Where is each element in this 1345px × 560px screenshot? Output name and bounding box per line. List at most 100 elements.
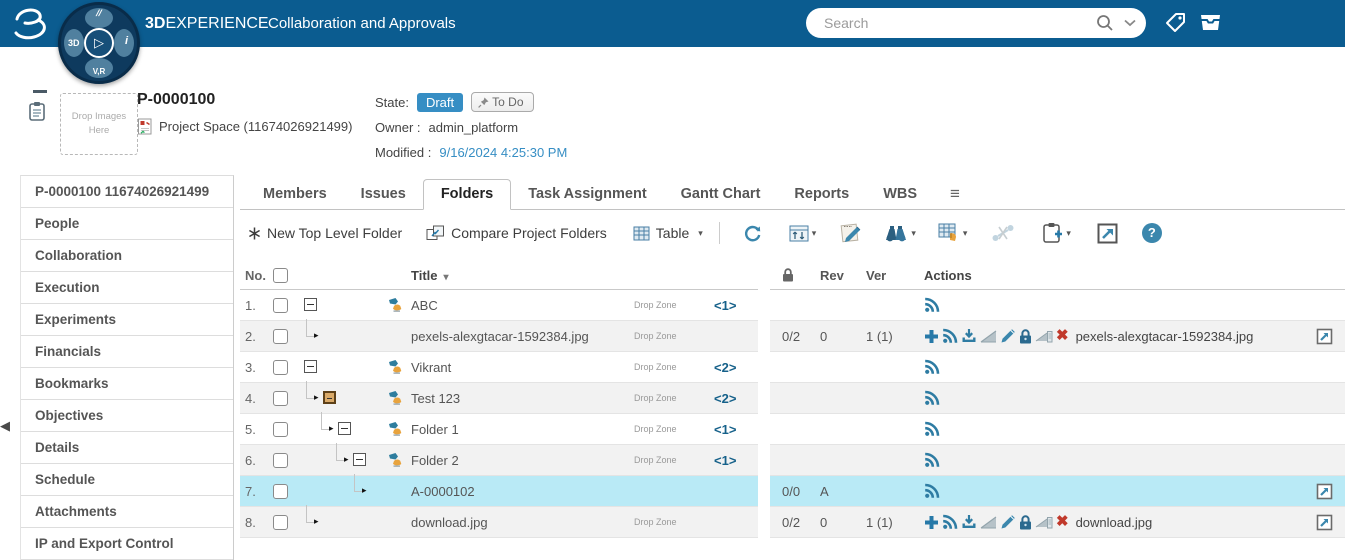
sidebar-item-schedule[interactable]: Schedule bbox=[21, 464, 233, 496]
sidebar-collapse-arrow-icon[interactable]: ◀ bbox=[0, 418, 10, 433]
open-content-icon[interactable] bbox=[1316, 483, 1333, 500]
table-row-details[interactable]: ✖ bbox=[770, 414, 1345, 445]
subscribe-rss-icon[interactable] bbox=[942, 514, 958, 530]
compare-project-folders-button[interactable]: Compare Project Folders bbox=[426, 225, 607, 241]
collapse-node-icon[interactable] bbox=[323, 391, 336, 404]
column-preferences-button[interactable]: ▾ bbox=[938, 223, 967, 243]
tab-members[interactable]: Members bbox=[263, 186, 327, 202]
sidebar-item-attachments[interactable]: Attachments bbox=[21, 496, 233, 528]
tab-gantt-chart[interactable]: Gantt Chart bbox=[680, 186, 761, 202]
table-row[interactable]: 3. Vikrant Drop Zone <2> bbox=[240, 352, 758, 383]
row-height-button[interactable]: ▾ bbox=[789, 225, 816, 242]
row-checkbox[interactable] bbox=[273, 515, 288, 531]
drop-zone-label[interactable]: Drop Zone bbox=[634, 393, 677, 403]
subscribe-rss-icon[interactable] bbox=[924, 390, 940, 406]
row-title[interactable]: Vikrant bbox=[411, 359, 452, 375]
tab-task-assignment[interactable]: Task Assignment bbox=[528, 186, 647, 202]
table-row[interactable]: 7. ▸ A-0000102 bbox=[240, 474, 758, 507]
find-button[interactable]: ▾ bbox=[884, 225, 916, 242]
row-title[interactable]: pexels-alexgtacar-1592384.jpg bbox=[411, 328, 589, 344]
table-row-details[interactable]: ✖ bbox=[770, 352, 1345, 383]
search-icon[interactable] bbox=[1096, 14, 1114, 32]
clipboard-icon[interactable] bbox=[28, 101, 52, 121]
select-all-checkbox[interactable] bbox=[273, 268, 288, 284]
drop-zone-label[interactable]: Drop Zone bbox=[634, 362, 677, 372]
sidebar-item-collaboration[interactable]: Collaboration bbox=[21, 240, 233, 272]
table-row-details[interactable]: ✖ bbox=[770, 383, 1345, 414]
download-icon[interactable] bbox=[961, 328, 977, 344]
sidebar-item-objectives[interactable]: Objectives bbox=[21, 400, 233, 432]
new-top-level-folder-button[interactable]: New Top Level Folder bbox=[248, 225, 402, 241]
sidebar-item-ip-and-export-control[interactable]: IP and Export Control bbox=[21, 528, 233, 560]
collapse-node-icon[interactable] bbox=[304, 360, 317, 373]
row-title[interactable]: Folder 2 bbox=[411, 452, 459, 468]
tab-overflow-menu-icon[interactable]: ≡ bbox=[950, 184, 960, 203]
row-checkbox[interactable] bbox=[273, 360, 288, 376]
row-checkbox[interactable] bbox=[273, 329, 288, 345]
drop-images-zone[interactable]: Drop Images Here bbox=[60, 93, 138, 155]
drop-zone-label[interactable]: Drop Zone bbox=[634, 517, 677, 527]
edit-pencil-icon[interactable] bbox=[1000, 514, 1016, 530]
col-header-title[interactable]: Title ▾ bbox=[411, 267, 449, 283]
row-title[interactable]: Test 123 bbox=[411, 390, 461, 406]
subscribe-rss-icon[interactable] bbox=[924, 421, 940, 437]
table-row-details[interactable]: 0/2 0 1 (1) ✖ bbox=[770, 507, 1345, 538]
tab-folders[interactable]: Folders bbox=[422, 179, 512, 210]
refresh-button[interactable] bbox=[742, 223, 763, 244]
open-content-icon[interactable] bbox=[1316, 328, 1333, 345]
subscribe-rss-icon[interactable] bbox=[924, 452, 940, 468]
collapse-node-icon[interactable] bbox=[353, 453, 366, 466]
table-row[interactable]: 5. ▸ Folder 1 Drop Zone <1> bbox=[240, 412, 758, 445]
collapse-node-icon[interactable] bbox=[304, 298, 317, 311]
add-content-icon[interactable] bbox=[924, 329, 939, 344]
table-row-details[interactable]: 0/0 A ✖ bbox=[770, 476, 1345, 507]
drop-zone-label[interactable]: Drop Zone bbox=[634, 300, 677, 310]
edit-pencil-icon[interactable] bbox=[1000, 328, 1016, 344]
table-row[interactable]: 6. ▸ Folder 2 Drop Zone <1> bbox=[240, 443, 758, 476]
row-checkbox[interactable] bbox=[273, 298, 288, 314]
subscribe-rss-icon[interactable] bbox=[924, 359, 940, 375]
lock-action-icon[interactable] bbox=[1019, 328, 1032, 344]
tab-issues[interactable]: Issues bbox=[360, 186, 406, 202]
tab-reports[interactable]: Reports bbox=[794, 186, 850, 202]
table-row-details[interactable]: ✖ bbox=[770, 445, 1345, 476]
sidebar-item-p-0000100-11674026921499[interactable]: P-0000100 11674026921499 bbox=[21, 176, 233, 208]
sidebar-item-experiments[interactable]: Experiments bbox=[21, 304, 233, 336]
row-checkbox[interactable] bbox=[273, 484, 288, 500]
lock-action-icon[interactable] bbox=[1019, 514, 1032, 530]
search-input[interactable] bbox=[822, 14, 1096, 32]
row-title[interactable]: Folder 1 bbox=[411, 421, 459, 437]
delete-icon[interactable]: ✖ bbox=[1056, 327, 1069, 344]
download-icon[interactable] bbox=[961, 514, 977, 530]
table-row-details[interactable]: 0/2 0 1 (1) ✖ bbox=[770, 321, 1345, 352]
table-row-details[interactable]: ✖ bbox=[770, 290, 1345, 321]
sidebar-item-execution[interactable]: Execution bbox=[21, 272, 233, 304]
view-selector-table-button[interactable]: Table ▾ bbox=[633, 225, 703, 241]
subscribe-rss-icon[interactable] bbox=[924, 297, 940, 313]
todo-button[interactable]: To Do bbox=[471, 92, 534, 112]
row-title[interactable]: ABC bbox=[411, 297, 438, 313]
table-row[interactable]: 1. ABC Drop Zone <1> bbox=[240, 290, 758, 321]
open-content-icon[interactable] bbox=[1316, 514, 1333, 531]
drop-zone-label[interactable]: Drop Zone bbox=[634, 331, 677, 341]
mass-edit-button[interactable] bbox=[840, 222, 862, 244]
table-row[interactable]: 2. ▸ pexels-alexgtacar-1592384.jpg Drop … bbox=[240, 319, 758, 352]
row-checkbox[interactable] bbox=[273, 453, 288, 469]
search-box[interactable] bbox=[806, 8, 1146, 38]
sidebar-item-people[interactable]: People bbox=[21, 208, 233, 240]
delete-icon[interactable]: ✖ bbox=[1056, 513, 1069, 530]
subscribe-rss-icon[interactable] bbox=[924, 483, 940, 499]
sidebar-item-details[interactable]: Details bbox=[21, 432, 233, 464]
row-title[interactable]: download.jpg bbox=[411, 514, 488, 530]
collapse-header-icon[interactable] bbox=[33, 90, 47, 93]
row-title[interactable]: A-0000102 bbox=[411, 483, 475, 499]
add-content-icon[interactable] bbox=[924, 515, 939, 530]
inbox-icon[interactable] bbox=[1199, 13, 1222, 33]
table-row[interactable]: 8. ▸ download.jpg Drop Zone bbox=[240, 505, 758, 538]
drop-zone-label[interactable]: Drop Zone bbox=[634, 455, 677, 465]
drop-zone-label[interactable]: Drop Zone bbox=[634, 424, 677, 434]
search-options-chevron-icon[interactable] bbox=[1124, 19, 1136, 27]
tab-wbs[interactable]: WBS bbox=[883, 186, 918, 202]
open-in-new-window-button[interactable] bbox=[1097, 223, 1118, 244]
help-button[interactable]: ? bbox=[1141, 223, 1162, 243]
